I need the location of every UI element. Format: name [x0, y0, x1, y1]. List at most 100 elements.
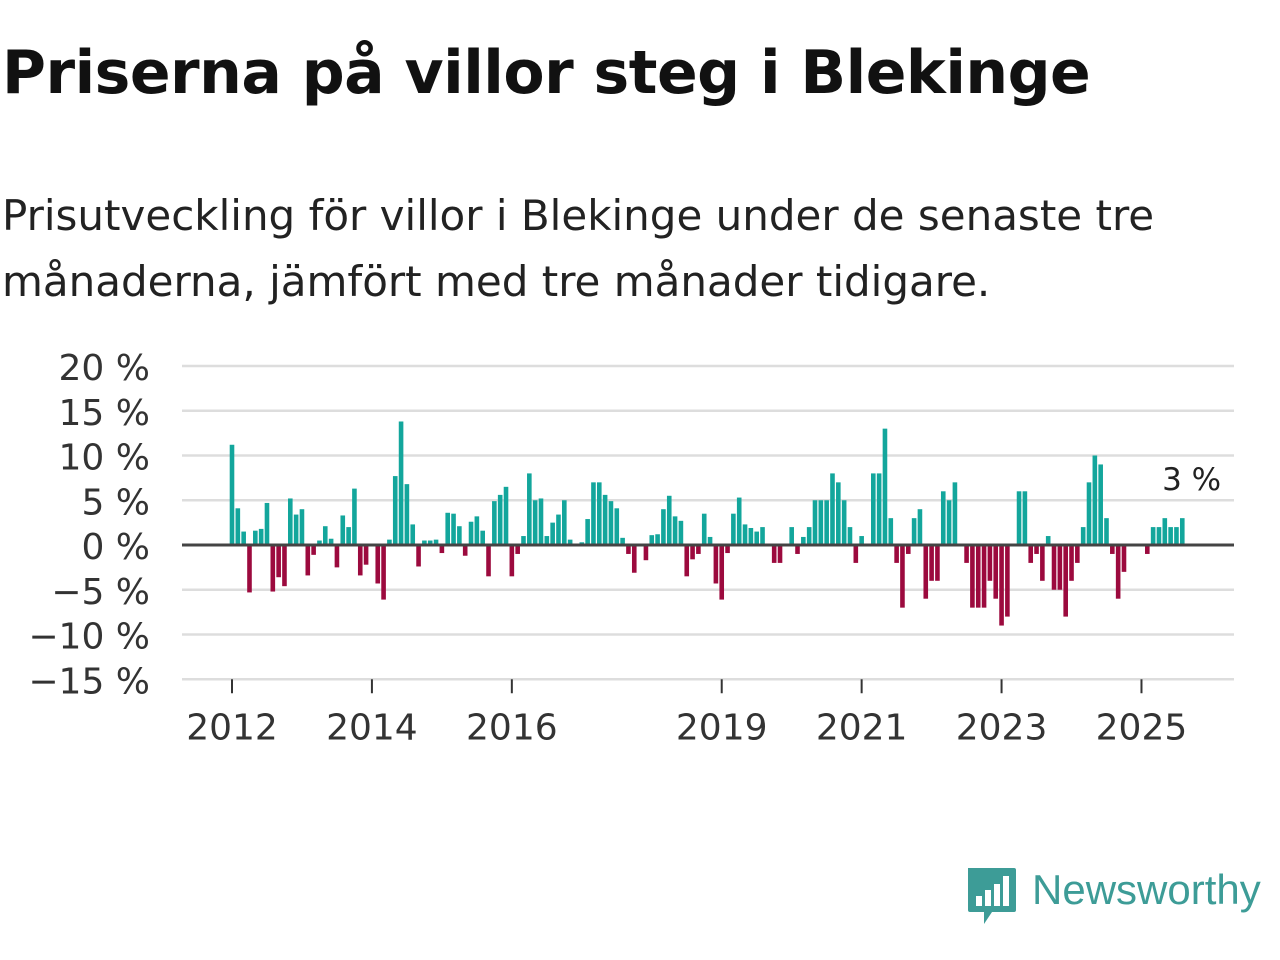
bar	[911, 518, 917, 545]
y-tick-label: −15 %	[28, 661, 150, 702]
bar	[387, 539, 392, 545]
bar	[457, 526, 462, 545]
bar	[707, 536, 713, 545]
bar	[427, 540, 433, 545]
page-subtitle: Prisutveckling för villor i Blekinge und…	[2, 191, 1155, 306]
bar	[497, 494, 503, 545]
bar	[748, 527, 754, 545]
bar	[806, 527, 812, 545]
bar	[719, 545, 725, 600]
y-axis-ticks: 20 %15 %10 %5 %0 %−5 %−10 %−15 %	[28, 348, 150, 702]
bar	[696, 545, 701, 554]
bar	[1092, 455, 1098, 545]
bar	[451, 513, 456, 545]
bar	[812, 500, 818, 545]
bar	[241, 531, 246, 545]
bar	[468, 521, 474, 545]
bar	[585, 519, 590, 545]
bar	[305, 545, 311, 576]
bar	[905, 545, 911, 554]
y-tick-label: 10 %	[59, 438, 150, 479]
bar	[1156, 527, 1162, 545]
bar	[538, 498, 544, 545]
bar	[462, 545, 468, 556]
bar	[987, 545, 993, 581]
bar	[923, 545, 929, 599]
bar	[398, 421, 404, 545]
bar	[556, 514, 561, 545]
bar	[882, 428, 888, 545]
bar	[917, 509, 923, 545]
bar	[439, 545, 445, 554]
bar	[480, 530, 485, 545]
bar	[999, 545, 1004, 626]
bar	[1104, 518, 1109, 545]
bar	[824, 500, 829, 545]
bar	[690, 545, 695, 560]
bar	[853, 545, 859, 563]
bar	[760, 527, 765, 545]
annotation: 3 %	[1157, 458, 1226, 499]
newsworthy-logo: Newsworthy	[964, 864, 1280, 930]
bar	[754, 531, 759, 545]
bar	[643, 545, 649, 561]
bar	[900, 545, 905, 608]
bar	[311, 545, 316, 555]
bar-chart: 20 %15 %10 %5 %0 %−5 %−10 %−15 % 2012 201…	[28, 348, 1234, 748]
bar	[841, 500, 847, 545]
bar	[392, 476, 398, 545]
bar	[894, 545, 899, 563]
bar	[253, 530, 258, 545]
bar	[486, 545, 491, 577]
bar	[550, 522, 555, 545]
bar	[264, 502, 270, 545]
bar	[1022, 491, 1028, 545]
bar	[1063, 545, 1068, 617]
bar	[631, 545, 637, 573]
bar	[328, 538, 334, 545]
bar	[375, 545, 381, 584]
bar	[1098, 464, 1103, 545]
bar	[433, 539, 439, 545]
x-tick-label: 2012	[186, 707, 278, 748]
bar	[975, 545, 981, 608]
bar	[293, 514, 299, 545]
bar	[801, 536, 806, 545]
bar	[742, 524, 748, 545]
bar	[322, 526, 328, 545]
bar	[678, 520, 684, 545]
bar	[509, 545, 515, 577]
bar	[655, 534, 660, 545]
bar	[346, 527, 351, 545]
bar	[929, 545, 934, 581]
bar	[736, 497, 742, 545]
bar	[789, 527, 794, 545]
bar	[620, 537, 625, 545]
x-tick-label: 2019	[676, 707, 768, 748]
bar	[731, 513, 736, 545]
bar	[935, 545, 940, 581]
bar	[410, 524, 416, 545]
bar	[282, 545, 287, 587]
bar	[777, 545, 783, 563]
bar	[847, 527, 853, 545]
bar	[661, 509, 666, 545]
bar	[596, 482, 602, 545]
bar	[445, 512, 451, 545]
x-tick-label: 2025	[1096, 707, 1188, 748]
y-tick-label: 15 %	[59, 393, 150, 434]
bar	[1150, 527, 1156, 545]
bar	[299, 509, 305, 545]
bar	[416, 545, 421, 567]
bar	[567, 539, 573, 545]
bar	[381, 545, 386, 600]
bar	[1040, 545, 1045, 581]
bar	[527, 473, 532, 545]
bar	[1168, 527, 1173, 545]
bar	[602, 494, 608, 545]
brand-name: Newsworthy	[1032, 866, 1261, 913]
bar	[1034, 545, 1039, 554]
bar	[1045, 536, 1051, 545]
bar	[888, 518, 894, 545]
bar	[1075, 545, 1080, 563]
